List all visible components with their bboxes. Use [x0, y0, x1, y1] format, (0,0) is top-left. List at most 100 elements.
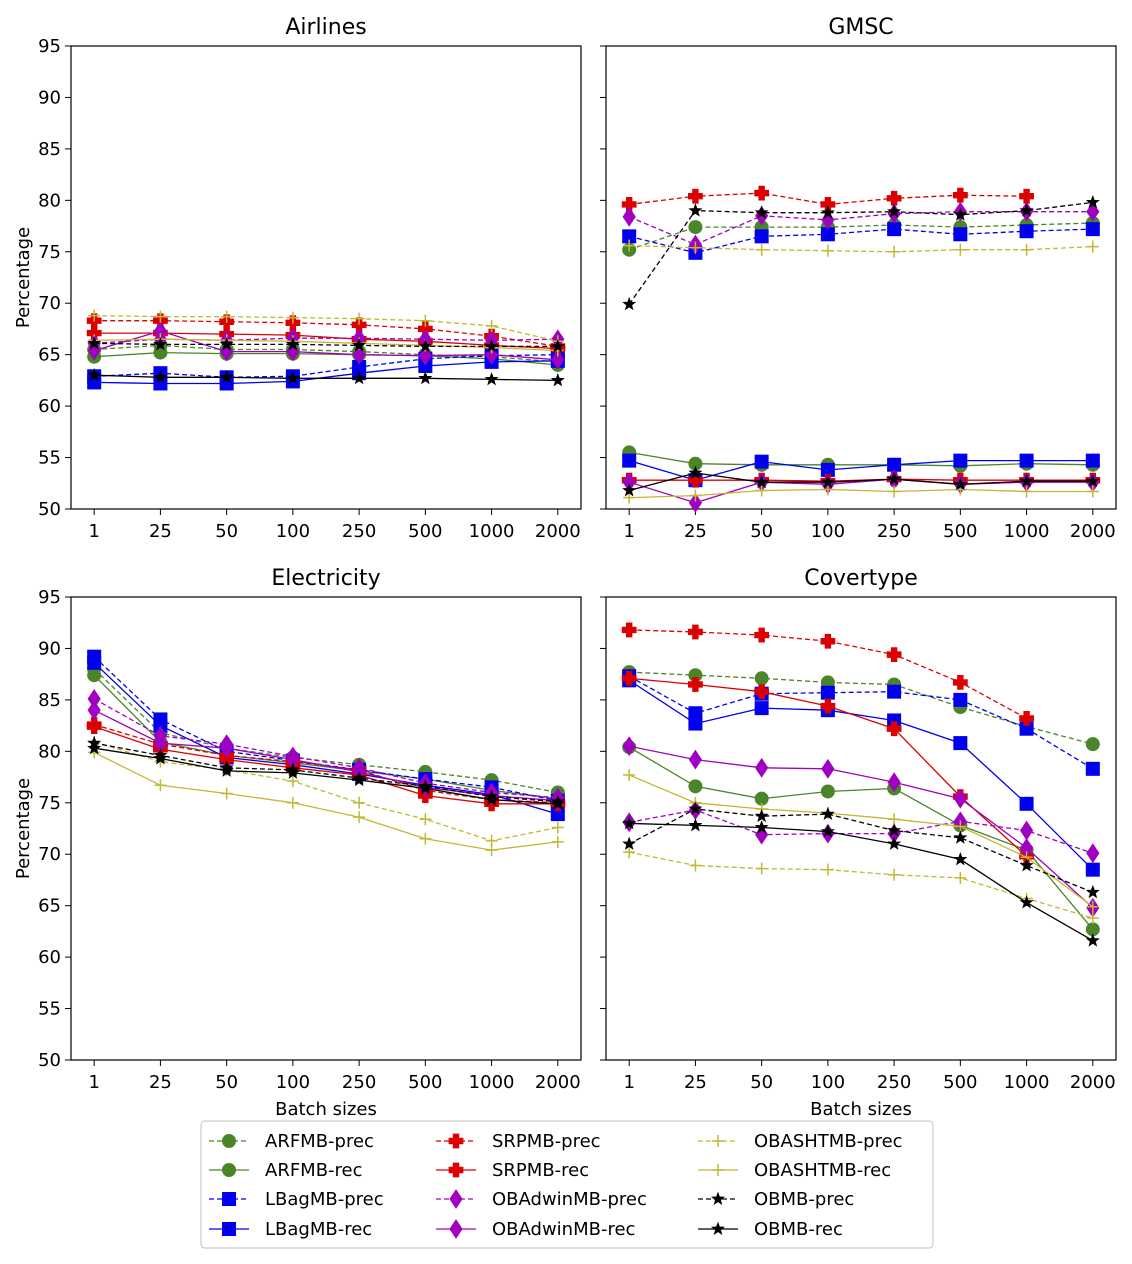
x-tick-label: 2000	[535, 1072, 581, 1093]
data-point	[953, 207, 968, 221]
data-point	[88, 309, 101, 322]
data-point	[953, 788, 967, 809]
legend-label: SRPMB-prec	[492, 1131, 601, 1152]
series-line	[94, 338, 558, 352]
series-obmb-prec	[622, 801, 1100, 899]
y-tick-label: 60	[38, 396, 61, 417]
panel-title: Electricity	[271, 566, 380, 591]
data-point	[622, 815, 637, 830]
data-point	[821, 483, 834, 496]
data-point	[953, 227, 968, 242]
data-point	[1085, 222, 1100, 237]
data-point	[485, 319, 498, 332]
series-srpmb-prec	[621, 622, 1034, 726]
data-point	[821, 863, 834, 876]
x-tick-label: 1	[88, 1072, 99, 1093]
data-point	[352, 338, 367, 352]
data-point	[688, 716, 703, 731]
series-line	[93, 662, 558, 815]
x-tick-label: 100	[811, 521, 845, 542]
data-point	[954, 871, 967, 884]
legend-entry: ARFMB-prec	[209, 1131, 374, 1152]
x-tick-label: 2000	[1070, 1072, 1116, 1093]
x-tick-label: 1000	[1004, 1072, 1050, 1093]
data-point	[1020, 485, 1033, 498]
data-point	[622, 453, 637, 468]
series-line	[629, 478, 1093, 504]
data-point	[550, 339, 565, 353]
series-line	[93, 709, 558, 802]
panel-airlines: Airlines 50 55 60 65 70 75 80 85 90 95 Percentage 1 2…	[13, 15, 582, 542]
y-tick-label: 85	[38, 690, 61, 711]
plot-frame	[605, 596, 1117, 1061]
data-point	[755, 484, 768, 497]
series-line	[94, 742, 558, 803]
data-point	[688, 677, 703, 692]
series-line	[94, 741, 558, 842]
data-point	[623, 768, 636, 781]
y-tick-label: 75	[38, 793, 61, 814]
data-point	[820, 698, 836, 714]
data-point	[87, 655, 102, 670]
y-tick-label: 90	[38, 638, 61, 659]
data-point	[1085, 862, 1100, 877]
data-point	[623, 239, 636, 252]
legend-entry: OBAdwinMB-prec	[436, 1189, 647, 1210]
panel-covertype: Covertype 1 25 50 100 250 500 1000 2000 Batch siz…	[600, 566, 1117, 1120]
legend-entry: OBMB-prec	[698, 1189, 854, 1210]
x-tick-label: 1000	[1004, 521, 1050, 542]
legend-label: SRPMB-rec	[492, 1160, 589, 1181]
series-line	[629, 451, 1093, 467]
data-point	[754, 474, 769, 489]
legend-marker	[449, 1189, 463, 1209]
data-point	[754, 701, 769, 716]
legend-label: OBMB-prec	[754, 1189, 854, 1210]
data-point	[1086, 843, 1100, 864]
data-point	[484, 371, 499, 386]
y-tick-label: 70	[38, 293, 61, 314]
series-line	[94, 320, 558, 348]
data-point	[418, 781, 433, 795]
y-tick-label: 65	[38, 896, 61, 917]
series-obmb-rec	[87, 367, 565, 387]
legend-entry: OBAdwinMB-rec	[436, 1219, 635, 1240]
series-line	[94, 330, 558, 361]
y-tick-label: 55	[38, 448, 61, 469]
data-point	[351, 317, 367, 333]
data-point	[754, 820, 769, 834]
data-point	[285, 337, 300, 351]
x-tick-label: 250	[877, 1072, 911, 1093]
series-line	[628, 808, 1094, 893]
series-line	[94, 354, 558, 378]
series-line	[93, 751, 558, 851]
legend: ARFMB-prec ARFMB-rec LBagMB-prec LBagMB-rec…	[200, 1120, 934, 1249]
y-tick-label: 80	[38, 190, 61, 211]
data-point	[622, 296, 637, 311]
data-point	[622, 736, 636, 757]
data-point	[353, 796, 366, 809]
y-tick-label: 90	[38, 87, 61, 108]
legend-entry: ARFMB-rec	[209, 1160, 363, 1181]
data-point	[622, 483, 637, 497]
data-point	[87, 335, 102, 350]
series-obmb-prec	[87, 335, 565, 353]
x-tick-label: 1000	[469, 1072, 515, 1093]
series-lbagmb-rec	[622, 453, 1100, 488]
data-point	[688, 465, 703, 479]
data-point	[352, 370, 367, 385]
legend-marker	[448, 1162, 464, 1178]
series-line	[94, 747, 558, 805]
legend-label: LBagMB-rec	[265, 1219, 372, 1240]
data-point	[1019, 858, 1034, 872]
legend-entry: LBagMB-rec	[209, 1219, 372, 1240]
data-point	[418, 370, 433, 385]
data-point	[286, 775, 299, 788]
panel-gmsc: GMSC 1 25 50 100 250 500 1000 2000	[600, 15, 1117, 542]
x-tick-label: 1	[623, 521, 634, 542]
data-point	[1085, 884, 1100, 899]
data-point	[953, 830, 968, 844]
x-tick-label: 50	[750, 521, 773, 542]
data-point	[286, 311, 299, 324]
series-obashtmb-prec	[88, 309, 564, 348]
data-point	[1085, 473, 1100, 488]
